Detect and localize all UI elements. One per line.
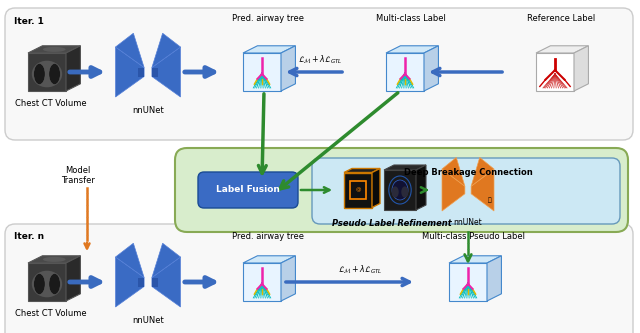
Ellipse shape xyxy=(49,64,60,85)
Ellipse shape xyxy=(401,186,408,197)
Polygon shape xyxy=(471,169,494,211)
Polygon shape xyxy=(344,168,380,172)
Polygon shape xyxy=(281,46,296,91)
Polygon shape xyxy=(449,256,502,263)
FancyBboxPatch shape xyxy=(175,148,628,232)
Text: Reference Label: Reference Label xyxy=(527,14,595,23)
Text: nnUNet: nnUNet xyxy=(132,316,164,325)
Text: Multi-class Pseudo Label: Multi-class Pseudo Label xyxy=(422,232,525,241)
Polygon shape xyxy=(384,170,416,210)
Polygon shape xyxy=(449,263,487,301)
Text: Iter. 1: Iter. 1 xyxy=(14,17,44,26)
Polygon shape xyxy=(115,33,144,68)
Ellipse shape xyxy=(34,273,45,294)
Polygon shape xyxy=(384,165,426,170)
Polygon shape xyxy=(281,256,296,301)
Polygon shape xyxy=(152,243,180,277)
Text: Pred. airway tree: Pred. airway tree xyxy=(232,14,304,23)
Ellipse shape xyxy=(49,273,60,294)
Text: $\mathcal{L}_{\mathcal{M}} + \lambda\mathcal{L}_{GTL}$: $\mathcal{L}_{\mathcal{M}} + \lambda\mat… xyxy=(298,54,342,66)
Polygon shape xyxy=(66,256,81,301)
Text: Pred. airway tree: Pred. airway tree xyxy=(232,232,304,241)
Ellipse shape xyxy=(32,61,62,87)
Ellipse shape xyxy=(34,64,45,85)
Polygon shape xyxy=(372,168,380,207)
Polygon shape xyxy=(243,263,281,301)
Polygon shape xyxy=(536,53,574,91)
Ellipse shape xyxy=(43,47,66,52)
Text: Label Fusion: Label Fusion xyxy=(216,185,280,194)
Polygon shape xyxy=(28,53,66,91)
Polygon shape xyxy=(66,46,81,91)
FancyBboxPatch shape xyxy=(312,158,620,224)
Polygon shape xyxy=(152,47,180,97)
Text: @: @ xyxy=(355,187,361,192)
Polygon shape xyxy=(487,256,502,301)
Polygon shape xyxy=(574,46,588,91)
Text: Deep Breakage Connection: Deep Breakage Connection xyxy=(404,168,532,177)
Polygon shape xyxy=(152,257,180,307)
Polygon shape xyxy=(115,243,144,277)
Polygon shape xyxy=(138,277,144,286)
Text: Chest CT Volume: Chest CT Volume xyxy=(15,309,87,318)
Text: 🔒: 🔒 xyxy=(488,197,492,203)
Polygon shape xyxy=(243,46,296,53)
Ellipse shape xyxy=(392,180,408,200)
Polygon shape xyxy=(386,53,424,91)
Polygon shape xyxy=(536,46,588,53)
Text: nnUNet: nnUNet xyxy=(454,218,483,227)
Polygon shape xyxy=(152,68,159,77)
Text: Chest CT Volume: Chest CT Volume xyxy=(15,99,87,108)
Polygon shape xyxy=(442,169,465,211)
Polygon shape xyxy=(386,46,438,53)
Polygon shape xyxy=(471,158,494,186)
Polygon shape xyxy=(243,256,296,263)
Polygon shape xyxy=(152,33,180,68)
FancyBboxPatch shape xyxy=(198,172,298,208)
Polygon shape xyxy=(152,277,159,286)
Ellipse shape xyxy=(392,186,399,197)
Polygon shape xyxy=(442,158,465,186)
Text: Iter. n: Iter. n xyxy=(14,232,44,241)
Text: Pseudo Label Refinement: Pseudo Label Refinement xyxy=(332,219,452,228)
Polygon shape xyxy=(115,47,144,97)
Polygon shape xyxy=(28,46,81,53)
Polygon shape xyxy=(28,263,66,301)
FancyBboxPatch shape xyxy=(5,224,633,333)
Text: Model
Transfer: Model Transfer xyxy=(61,166,95,185)
Text: Multi-class Label: Multi-class Label xyxy=(376,14,446,23)
Polygon shape xyxy=(424,46,438,91)
Polygon shape xyxy=(138,68,144,77)
Ellipse shape xyxy=(32,271,62,297)
Polygon shape xyxy=(344,172,372,207)
Text: $\mathcal{L}_{\mathcal{M}} + \lambda\mathcal{L}_{GTL}$: $\mathcal{L}_{\mathcal{M}} + \lambda\mat… xyxy=(338,263,382,276)
Polygon shape xyxy=(115,257,144,307)
Text: nnUNet: nnUNet xyxy=(132,106,164,115)
Polygon shape xyxy=(243,53,281,91)
Ellipse shape xyxy=(43,257,66,262)
Polygon shape xyxy=(28,256,81,263)
FancyBboxPatch shape xyxy=(5,8,633,140)
Polygon shape xyxy=(416,165,426,210)
